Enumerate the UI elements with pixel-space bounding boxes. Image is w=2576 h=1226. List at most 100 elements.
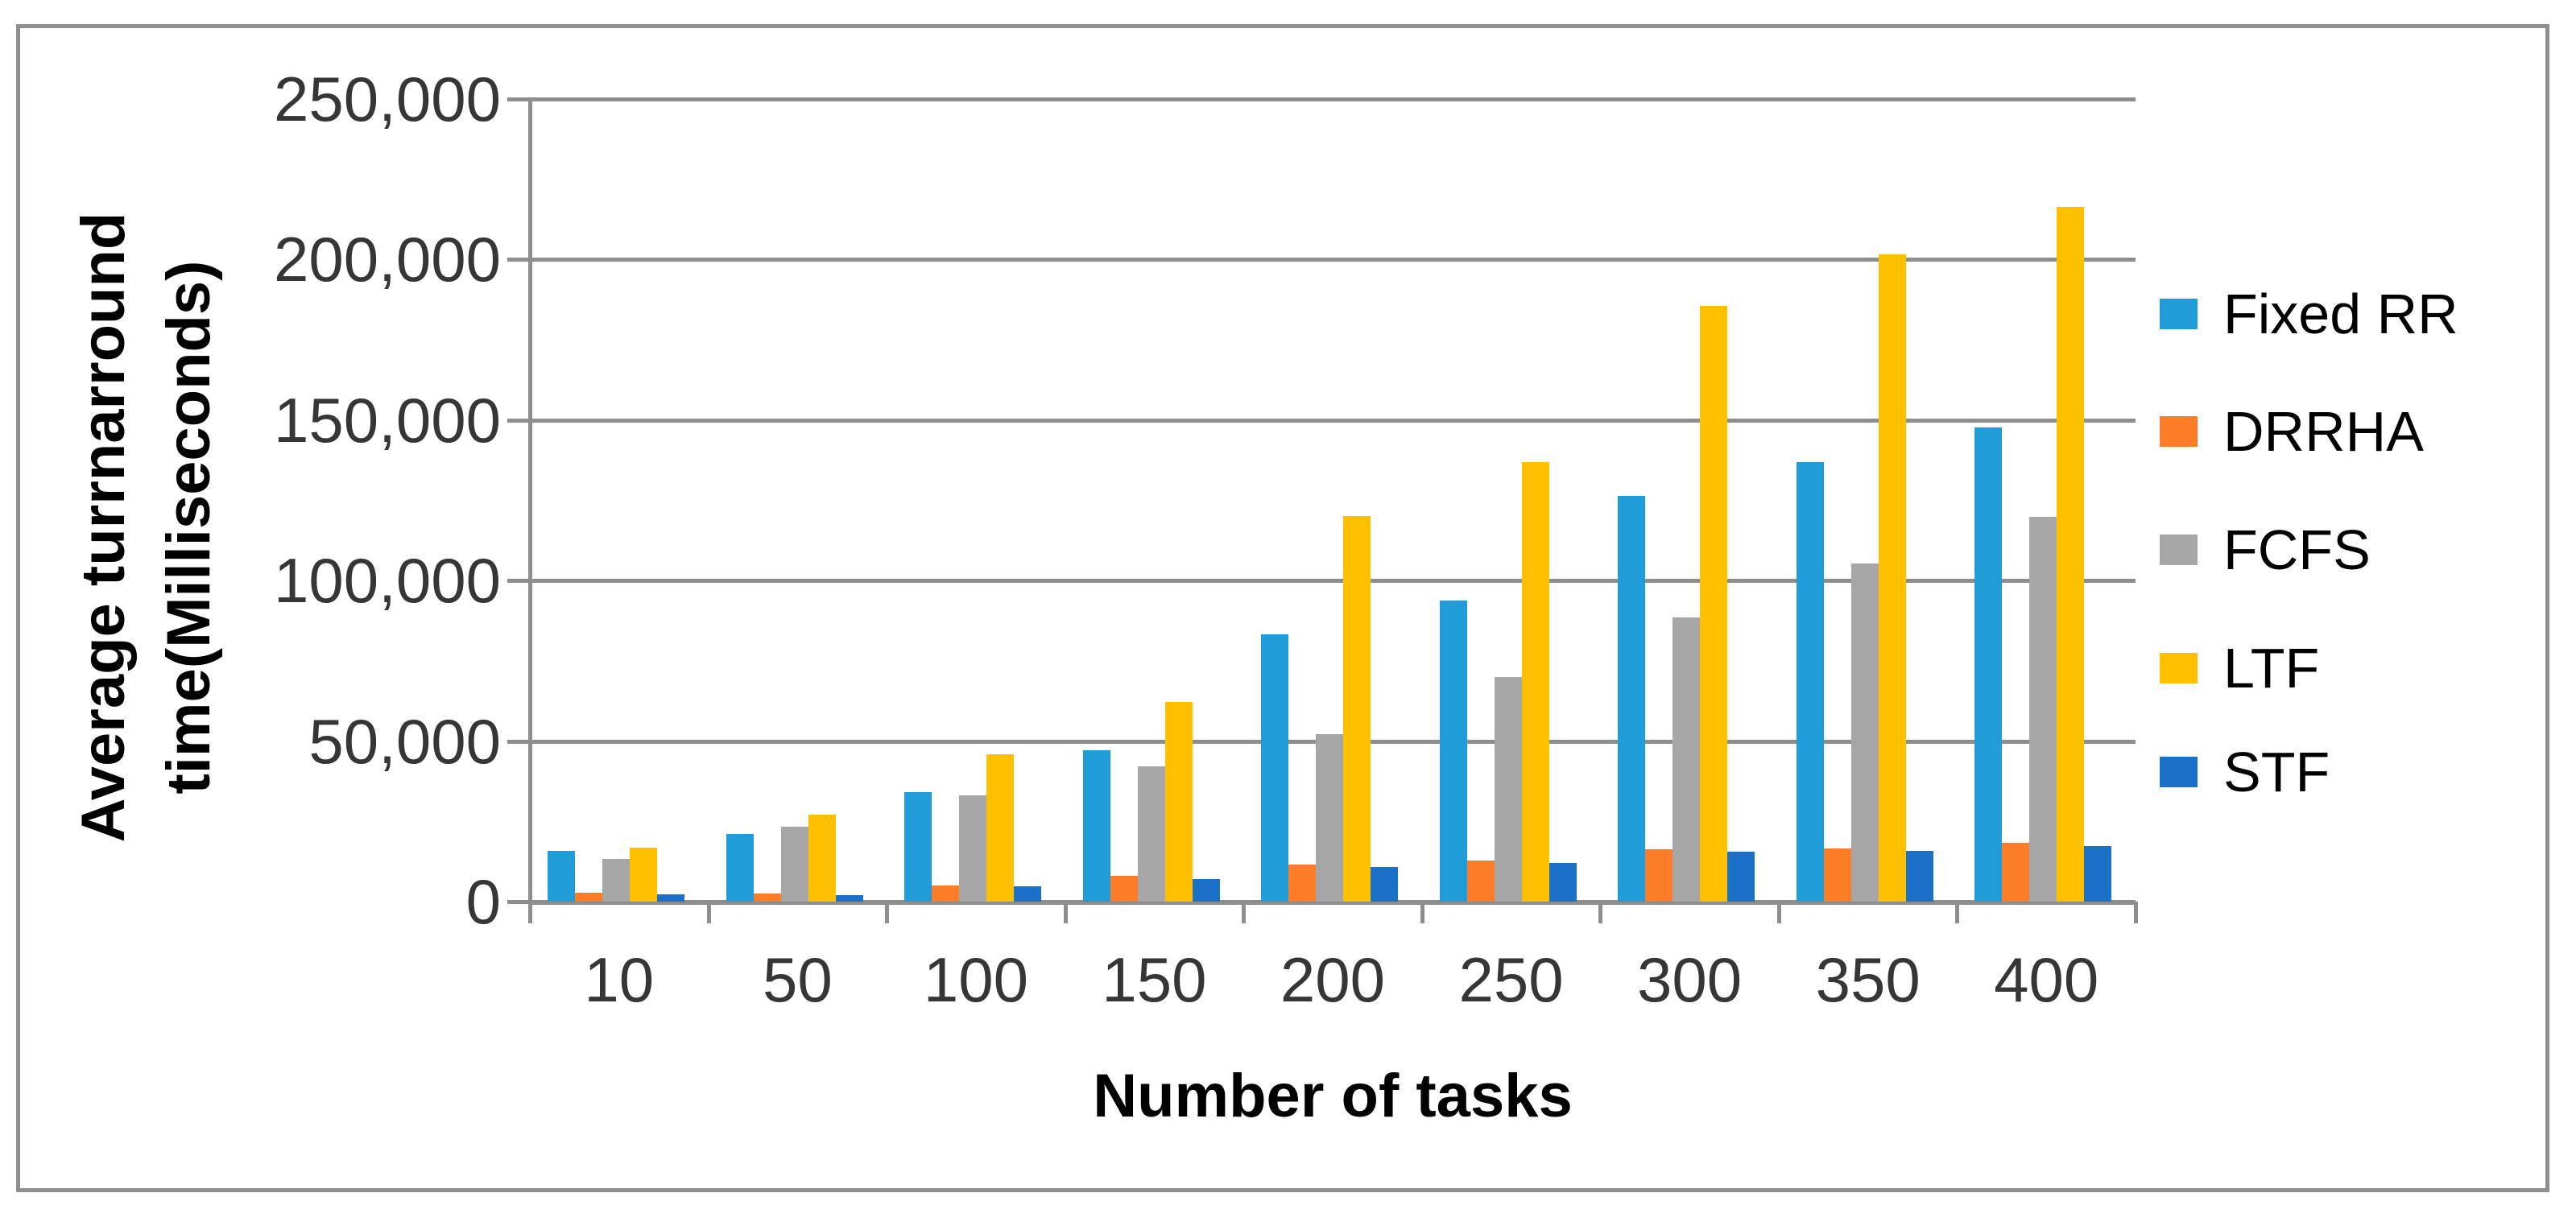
y-axis-tick [507,579,530,584]
y-tick-label-200000: 200,000 [274,224,501,295]
legend-label-drrha: DRRHA [2223,400,2424,463]
x-axis-tick [1598,902,1603,923]
gridline-250000 [530,97,2136,101]
legend-swatch-fixed-rr [2160,299,2198,329]
x-axis-tick [1063,902,1068,923]
bar-fcfs-10 [602,858,630,902]
bar-stf-150 [1192,878,1220,902]
legend-item-fixed-rr: Fixed RR [2160,270,2458,358]
bar-stf-200 [1371,866,1399,902]
y-axis-tick [507,739,530,744]
gridline-0 [530,900,2136,905]
bar-ltf-150 [1164,702,1193,902]
bar-drrha-200 [1288,865,1317,902]
legend-swatch-fcfs [2160,535,2198,565]
y-axis-title-line1: Average turrnarround [69,212,138,843]
bar-ltf-200 [1343,515,1371,902]
legend-item-drrha: DRRHA [2160,387,2424,476]
y-axis-tick [507,900,530,904]
bar-fixed-rr-10 [548,851,575,902]
bar-drrha-350 [1823,848,1851,902]
x-tick-label-300: 300 [1637,944,1743,1015]
bar-drrha-250 [1466,860,1495,902]
x-tick-label-50: 50 [762,944,833,1015]
bar-drrha-100 [932,885,960,902]
bar-ltf-100 [986,754,1015,902]
bar-stf-50 [835,895,863,902]
x-tick-label-200: 200 [1280,944,1386,1015]
bar-fixed-rr-200 [1261,634,1289,902]
bar-drrha-50 [753,894,781,902]
y-axis-line [528,99,532,923]
y-axis-tick [507,418,530,423]
x-tick-label-150: 150 [1102,944,1207,1015]
legend-label-ltf: LTF [2223,637,2320,700]
bar-fcfs-50 [780,827,808,902]
legend-label-fcfs: FCFS [2223,518,2371,581]
legend-swatch-ltf [2160,653,2198,683]
bar-stf-250 [1548,862,1577,902]
plot-area [507,97,2138,923]
bar-ltf-300 [1700,305,1728,902]
bar-ltf-10 [630,847,657,902]
x-axis-tick [706,902,711,923]
x-axis-title: Number of tasks [1093,1062,1573,1130]
bar-fcfs-350 [1850,563,1879,902]
bar-stf-10 [657,894,684,902]
bar-stf-100 [1014,886,1042,902]
bar-stf-300 [1727,851,1755,902]
legend-item-stf: STF [2160,728,2330,816]
bar-fcfs-300 [1673,617,1701,902]
x-axis-tick [1776,902,1781,923]
y-tick-label-150000: 150,000 [274,384,501,456]
gridline-100000 [530,579,2136,584]
x-tick-label-350: 350 [1815,944,1921,1015]
bar-fixed-rr-300 [1618,496,1646,902]
bar-fixed-rr-350 [1796,461,1824,902]
legend-item-ltf: LTF [2160,624,2319,712]
x-axis-tick [2134,902,2138,923]
legend-label-stf: STF [2223,741,2330,803]
y-tick-label-100000: 100,000 [274,545,501,617]
bar-fcfs-250 [1494,677,1522,902]
bar-fixed-rr-50 [726,834,754,902]
y-axis-tick [507,258,530,262]
x-axis-tick [1420,902,1424,923]
bar-ltf-250 [1521,462,1549,902]
bar-ltf-400 [2057,207,2085,902]
figure-border [16,24,2549,1192]
bar-fixed-rr-400 [1974,427,2003,902]
legend-swatch-drrha [2160,416,2198,447]
x-axis-tick [1242,902,1247,923]
y-axis-title: Average turrnarround time(Milliseconds) [61,213,232,843]
bar-ltf-350 [1878,254,1906,902]
x-tick-label-100: 100 [923,944,1028,1015]
x-axis-tick [1955,902,1960,923]
bar-fixed-rr-100 [904,792,932,902]
bar-stf-350 [1905,851,1933,902]
bar-fixed-rr-150 [1082,750,1110,902]
bar-drrha-300 [1645,848,1673,902]
bar-drrha-10 [575,893,602,902]
gridline-200000 [530,258,2136,262]
gridline-150000 [530,418,2136,423]
x-tick-label-250: 250 [1458,944,1564,1015]
x-tick-label-400: 400 [1994,944,2099,1015]
y-tick-label-250000: 250,000 [274,64,501,134]
x-tick-label-10: 10 [584,944,655,1015]
bar-fixed-rr-250 [1439,600,1467,902]
legend-swatch-stf [2160,757,2198,787]
x-axis-tick [528,902,532,923]
bar-fcfs-200 [1316,734,1344,902]
y-tick-label-0: 0 [465,866,501,937]
y-axis-title-line2: time(Milliseconds) [155,260,223,795]
bar-ltf-50 [808,814,836,902]
bar-drrha-400 [2002,843,2030,902]
bar-stf-400 [2084,845,2112,902]
bar-fcfs-400 [2029,516,2057,902]
y-axis-tick [507,97,530,101]
bar-fcfs-100 [959,795,987,902]
y-tick-label-50000: 50,000 [308,705,501,777]
bar-fcfs-150 [1137,766,1165,902]
